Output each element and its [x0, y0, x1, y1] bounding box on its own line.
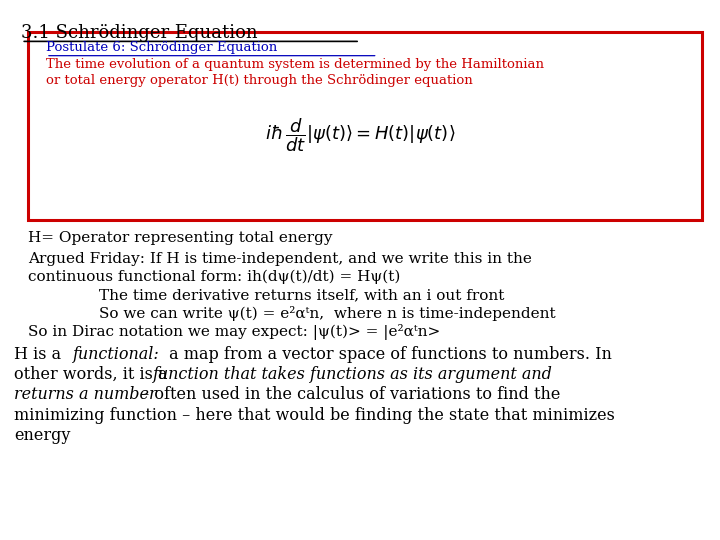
Text: a map from a vector space of functions to numbers. In: a map from a vector space of functions t… [164, 346, 612, 363]
Text: 3.1 Schrödinger Equation: 3.1 Schrödinger Equation [22, 24, 258, 42]
Text: functional:: functional: [73, 346, 160, 363]
Text: Argued Friday: If H is time-independent, and we write this in the: Argued Friday: If H is time-independent,… [28, 252, 532, 266]
Text: The time derivative returns itself, with an i out front: The time derivative returns itself, with… [99, 288, 504, 302]
Text: So we can write ψ(t) = e²αᵗn,  where n is time-independent: So we can write ψ(t) = e²αᵗn, where n is… [99, 306, 556, 321]
Text: minimizing function – here that would be finding the state that minimizes: minimizing function – here that would be… [14, 407, 615, 423]
FancyBboxPatch shape [28, 32, 702, 220]
Text: returns a number: returns a number [14, 387, 157, 403]
Text: So in Dirac notation we may expect: |ψ(t)> = |e²αᵗn>: So in Dirac notation we may expect: |ψ(t… [28, 324, 441, 340]
Text: H is a: H is a [14, 346, 66, 363]
Text: other words, it is a: other words, it is a [14, 366, 173, 383]
Text: Postulate 6: Schrödinger Equation: Postulate 6: Schrödinger Equation [46, 42, 277, 55]
Text: – often used in the calculus of variations to find the: – often used in the calculus of variatio… [136, 387, 561, 403]
Text: or total energy operator H(t) through the Schrödinger equation: or total energy operator H(t) through th… [46, 74, 473, 87]
Text: The time evolution of a quantum system is determined by the Hamiltonian: The time evolution of a quantum system i… [46, 58, 544, 71]
Text: function that takes functions as its argument and: function that takes functions as its arg… [153, 366, 553, 383]
Text: $i\hbar\,\dfrac{d}{dt}|\psi(t)\rangle = H(t)|\psi(t)\rangle$: $i\hbar\,\dfrac{d}{dt}|\psi(t)\rangle = … [265, 116, 455, 154]
Text: H= Operator representing total energy: H= Operator representing total energy [28, 231, 333, 245]
Text: energy: energy [14, 427, 71, 444]
Text: continuous functional form: ih(dψ(t)/dt) = Hψ(t): continuous functional form: ih(dψ(t)/dt)… [28, 270, 401, 285]
